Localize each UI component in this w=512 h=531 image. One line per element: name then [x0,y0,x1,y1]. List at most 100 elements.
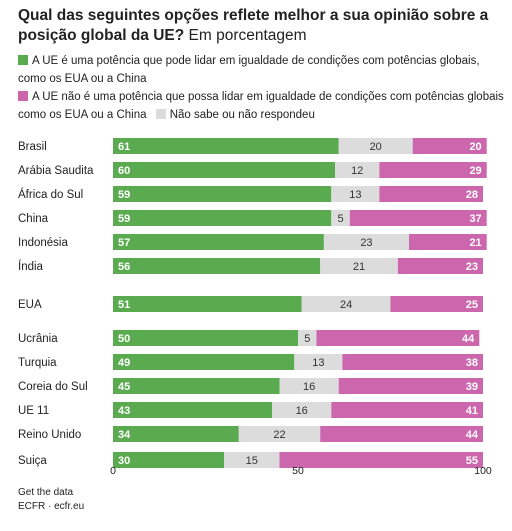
bar-no-reino-unido [320,426,483,442]
bar-dontknow-ucrania [298,330,317,346]
bar-dontknow-reino-unido [238,426,321,442]
value-label-dontknow-ucrania: 5 [304,333,310,345]
value-label-no-indonesia: 21 [469,237,481,249]
value-label-yes-coreia-do-sul: 45 [118,381,130,393]
bar-yes-turquia [113,354,295,370]
bar-no-indonesia [409,234,487,250]
category-label-arabia-saudita: Arábia Saudita [18,165,94,177]
value-label-no-suica: 55 [466,455,478,467]
bar-no-suica [279,452,483,468]
bar-no-ue-11 [331,402,483,418]
value-label-dontknow-indonesia: 23 [360,237,372,249]
bar-no-eua [390,296,483,312]
category-label-eua: EUA [18,299,42,311]
value-label-yes-india: 56 [118,261,130,273]
bar-yes-ucrania [113,330,298,346]
value-label-dontknow-china: 5 [337,213,343,225]
bar-no-ucrania [316,330,480,346]
bar-dontknow-coreia-do-sul [279,378,339,394]
category-label-ucrania: Ucrânia [18,333,58,345]
category-label-reino-unido: Reino Unido [18,429,81,441]
category-label-india: Índia [18,260,44,273]
legend-label-dontknow: Não sabe ou não respondeu [169,109,315,121]
bar-yes-china [113,210,332,226]
bar-dontknow-china [331,210,350,226]
legend: A UE é uma potência que pode lidar em ig… [18,52,506,124]
bar-dontknow-indonesia [323,234,409,250]
value-label-yes-eua: 51 [118,299,130,311]
value-label-no-brasil: 20 [469,141,481,153]
value-label-yes-china: 59 [118,213,130,225]
x-tick-50: 50 [292,465,304,477]
value-label-no-turquia: 38 [466,357,478,369]
value-label-dontknow-eua: 24 [340,299,352,311]
value-label-no-reino-unido: 44 [466,429,479,441]
source-credit: ECFR · ecfr.eu [18,501,85,512]
bar-yes-indonesia [113,234,324,250]
bar-no-arabia-saudita [379,162,487,178]
bar-no-china [349,210,487,226]
value-label-no-ue-11: 41 [466,405,478,417]
value-label-dontknow-ue-11: 16 [296,405,308,417]
legend-label-yes: A UE é uma potência que pode lidar em ig… [18,55,480,85]
category-label-china: China [18,213,49,225]
value-label-dontknow-coreia-do-sul: 16 [303,381,315,393]
bar-dontknow-eua [301,296,391,312]
footer: Get the data ECFR · ecfr.eu [18,486,84,514]
bar-yes-brasil [113,138,339,154]
title-unit: Em porcentagem [188,27,307,44]
value-label-dontknow-arabia-saudita: 12 [351,165,363,177]
value-label-no-china: 37 [469,213,481,225]
value-label-yes-indonesia: 57 [118,237,130,249]
bar-dontknow-india [320,258,398,274]
legend-label-no: A UE não é uma potência que possa lidar … [18,91,504,121]
value-label-yes-brasil: 61 [118,141,130,153]
x-tick-100: 100 [474,465,492,477]
bar-yes-arabia-saudita [113,162,335,178]
chart-title: Qual das seguintes opções reflete melhor… [18,6,498,46]
value-label-yes-africa-do-sul: 59 [118,189,130,201]
bar-dontknow-ue-11 [272,402,332,418]
bar-yes-reino-unido [113,426,239,442]
value-label-yes-ue-11: 43 [118,405,130,417]
value-label-no-arabia-saudita: 29 [469,165,481,177]
legend-swatch-green [18,55,28,65]
value-label-dontknow-india: 21 [353,261,365,273]
value-label-dontknow-suica: 15 [246,455,258,467]
value-label-dontknow-turquia: 13 [312,357,324,369]
bar-no-turquia [342,354,483,370]
category-label-ue-11: UE 11 [18,405,49,417]
value-label-yes-ucrania: 50 [118,333,130,345]
x-tick-0: 0 [110,465,116,477]
legend-item-no: A UE não é uma potência que possa lidar … [18,88,506,124]
value-label-no-eua: 25 [466,299,478,311]
value-label-yes-reino-unido: 34 [118,429,131,441]
value-label-no-africa-do-sul: 28 [466,189,478,201]
legend-item-yes: A UE é uma potência que pode lidar em ig… [18,52,506,88]
bar-dontknow-africa-do-sul [331,186,380,202]
value-label-yes-turquia: 49 [118,357,130,369]
get-the-data-link[interactable]: Get the data [18,487,74,498]
bar-no-india [397,258,483,274]
bar-no-coreia-do-sul [338,378,483,394]
value-label-no-india: 23 [466,261,478,273]
legend-swatch-grey [155,109,166,119]
bar-yes-coreia-do-sul [113,378,280,394]
value-label-dontknow-brasil: 20 [370,141,382,153]
value-label-dontknow-reino-unido: 22 [273,429,285,441]
bar-dontknow-brasil [338,138,413,154]
value-label-yes-suica: 30 [118,455,130,467]
legend-swatch-pink [18,91,28,101]
bar-no-brasil [412,138,487,154]
category-label-coreia-do-sul: Coreia do Sul [18,381,88,393]
value-label-dontknow-africa-do-sul: 13 [349,189,361,201]
bar-dontknow-arabia-saudita [335,162,380,178]
bar-yes-suica [113,452,224,468]
value-label-no-coreia-do-sul: 39 [466,381,478,393]
bar-yes-india [113,258,321,274]
title-question: Qual das seguintes opções reflete melhor… [18,7,489,44]
bar-yes-africa-do-sul [113,186,332,202]
category-label-indonesia: Indonésia [18,237,68,249]
bar-dontknow-turquia [294,354,343,370]
category-label-turquia: Turquia [18,357,57,369]
